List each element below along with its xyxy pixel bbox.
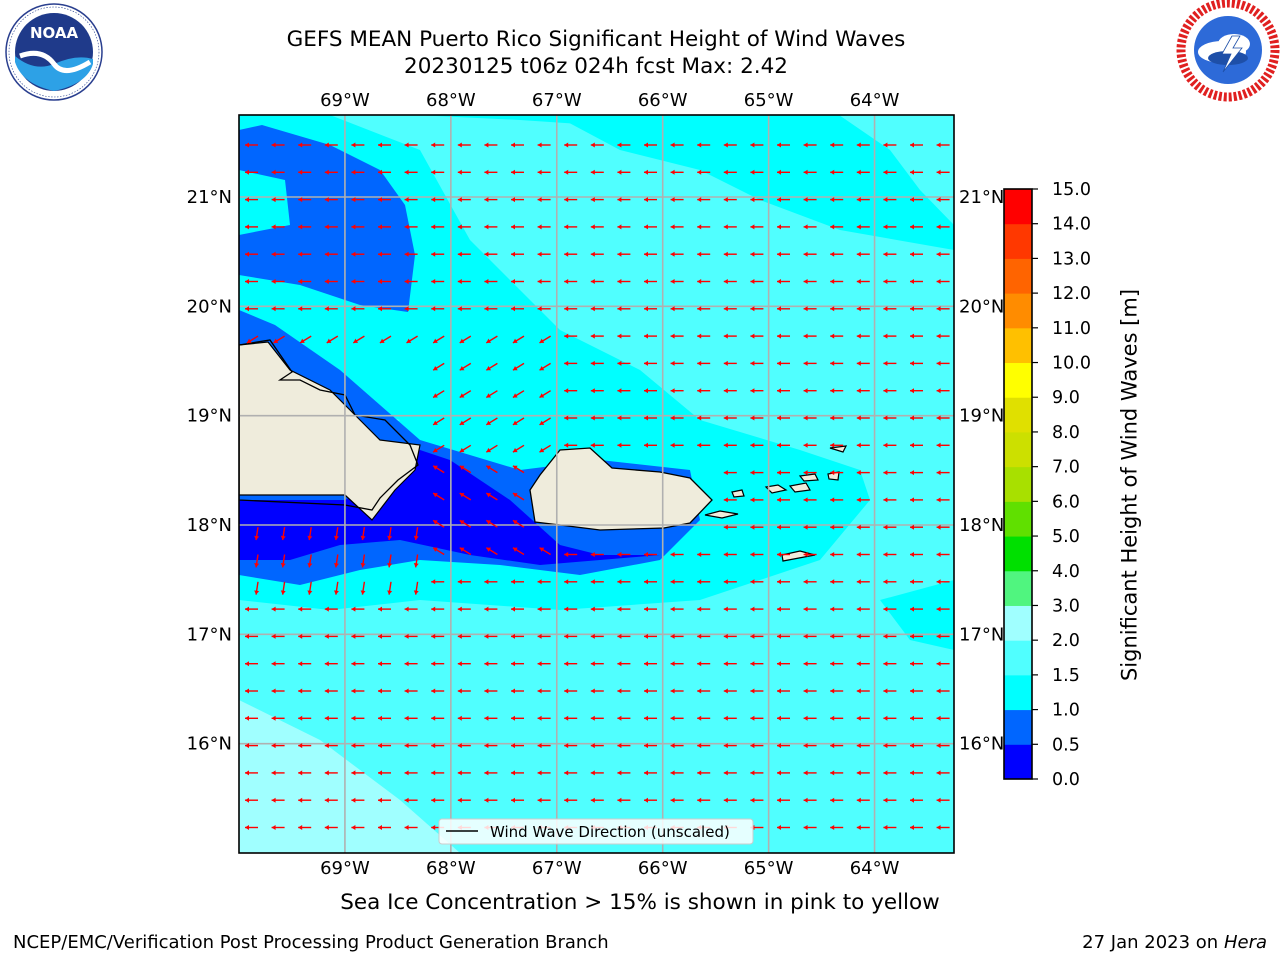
lon-tick-label-top: 65°W [744,90,794,111]
colorbar-tick-label: 9.0 [1052,388,1080,408]
colorbar-segment [1004,397,1032,433]
colorbar-tick-label: 5.0 [1052,527,1080,547]
footer-host: Hera [1223,932,1267,953]
lat-tick-label-right: 18°N [959,515,1004,536]
lat-tick-label-left: 17°N [187,624,232,645]
lat-tick-label-left: 21°N [187,187,232,208]
lon-tick-label-top: 67°W [532,90,582,111]
colorbar-segment [1004,536,1032,572]
virgin-island-3 [764,484,788,494]
colorbar-tick-label: 10.0 [1052,354,1091,374]
title-line-1: GEFS MEAN Puerto Rico Significant Height… [286,27,906,52]
hispaniola-coastline [239,339,419,511]
colorbar-segment [1004,327,1032,364]
colorbar-segment [1004,466,1032,502]
colorbar-segment [1004,605,1032,641]
map-frame [238,114,955,854]
colorbar-tick-label: 1.5 [1052,666,1080,686]
wind-wave-arrows [245,142,950,830]
virgin-island-1 [704,510,739,519]
lat-tick-label-left: 19°N [187,406,232,427]
lon-tick-label-top: 64°W [850,90,900,111]
colorbar-tick-label: 11.0 [1052,319,1091,339]
lat-tick-label-left: 18°N [187,515,232,536]
colorbar-tick-label: 0.0 [1052,770,1080,790]
footer-credit: NCEP/EMC/Verification Post Processing Pr… [13,932,609,953]
contour-1-1-5m-n [440,115,954,250]
nws-logo-icon [1176,0,1280,102]
colorbar-tick-label: 8.0 [1052,423,1080,443]
lon-tick-label-top: 66°W [638,90,688,111]
colorbar-tick-label: 7.0 [1052,458,1080,478]
lat-tick-label-right: 19°N [959,406,1004,427]
colorbar-tick-label: 3.0 [1052,596,1080,616]
colorbar-tick-label: 14.0 [1052,215,1091,235]
virgin-island-4 [788,482,811,493]
colorbar-tick-label: 13.0 [1052,249,1091,269]
title-line-2: 20230125 t06z 024h fcst Max: 2.42 [404,54,788,79]
legend-label: Wind Wave Direction (unscaled) [490,823,730,841]
colorbar-segment [1004,223,1032,259]
colorbar-tick-label: 4.0 [1052,562,1080,582]
colorbar-segment [1004,189,1032,225]
noaa-logo-text: NOAA [30,24,79,42]
colorbar-segment [1004,709,1032,745]
colorbar: 0.0 0.5 1.0 1.5 2.0 3.0 4.0 5.0 6.0 7.0 8.0 9.0 10.0… [1003,180,1091,790]
contour-1-1-5m-se [880,580,954,650]
contour-2-3m-sw [239,700,460,853]
map-title: GEFS MEAN Puerto Rico Significant Height… [196,26,996,80]
colorbar-segment [1004,674,1032,711]
wind-wave-legend: Wind Wave Direction (unscaled) [438,818,754,845]
lon-tick-label-bottom: 64°W [850,858,900,879]
lat-tick-label-right: 17°N [959,624,1004,645]
noaa-logo-icon: NOAA [5,3,103,101]
lon-tick-label-bottom: 65°W [744,858,794,879]
lon-tick-label-bottom: 69°W [320,858,370,879]
colorbar-tick-label: 15.0 [1052,180,1091,200]
map-plot-area [239,115,954,853]
colorbar-segment [1004,258,1032,294]
sea-ice-caption: Sea Ice Concentration > 15% is shown in … [340,890,940,915]
colorbar-tick-label: 2.0 [1052,631,1080,651]
lon-tick-label-top: 68°W [426,90,476,111]
colorbar-segment [1004,293,1032,329]
lat-tick-label-right: 16°N [959,734,1004,755]
contour-1-5-2m-corner [839,115,954,225]
colorbar-tick-label: 12.0 [1052,284,1091,304]
lon-tick-label-top: 69°W [320,90,370,111]
virgin-island-5 [798,473,819,482]
footer-date-text: 27 Jan 2023 on [1082,932,1224,953]
lat-tick-label-right: 20°N [959,296,1004,317]
colorbar-segment [1004,640,1032,676]
virgin-island-2 [731,489,745,498]
lat-tick-label-left: 16°N [187,734,232,755]
colorbar-tick-label: 1.0 [1052,701,1080,721]
lat-tick-label-right: 21°N [959,187,1004,208]
footer-date: 27 Jan 2023 on Hera [1082,932,1267,953]
lat-tick-label-left: 20°N [187,296,232,317]
lon-tick-label-bottom: 66°W [638,858,688,879]
colorbar-segment [1004,570,1032,606]
lon-tick-label-bottom: 68°W [426,858,476,879]
lon-tick-label-bottom: 67°W [532,858,582,879]
colorbar-segment [1004,431,1032,468]
colorbar-segment [1004,362,1032,398]
colorbar-tick-label: 0.5 [1052,735,1080,755]
colorbar-tick-label: 6.0 [1052,492,1080,512]
colorbar-segment [1004,744,1032,780]
colorbar-label: Significant Height of Wind Waves [m] [1117,288,1142,682]
colorbar-segment [1004,501,1032,537]
